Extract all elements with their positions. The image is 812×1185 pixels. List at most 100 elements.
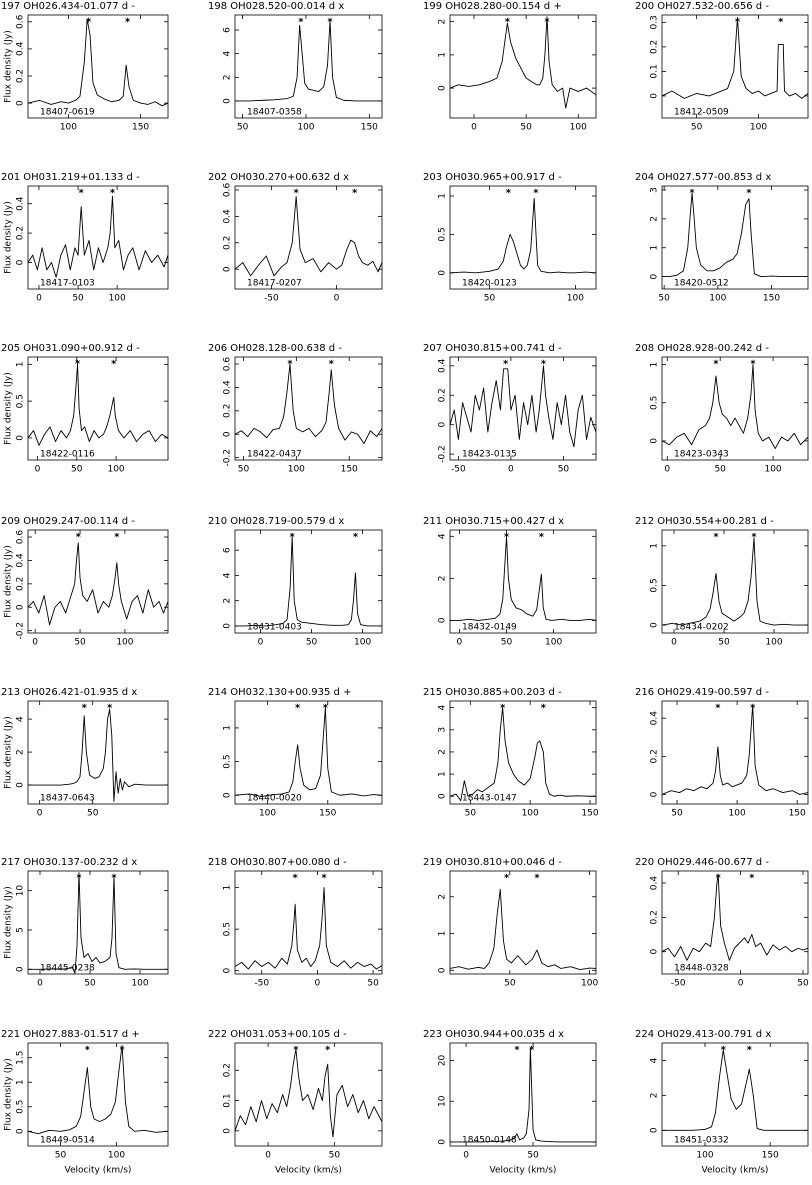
x-tick-label: 100 [765,638,782,648]
source-label: 18423-0343 [674,450,729,460]
y-tick-label: 0 [650,949,660,955]
source-label: 18432-0149 [462,623,517,633]
y-tick-label: 1 [223,885,233,891]
source-label: 18423-0135 [462,450,517,460]
x-tick-label: 100 [60,123,77,133]
y-axis-label: Flux density (Jy) [4,716,14,788]
plot-frame [27,1042,169,1147]
y-tick-label: 0.4 [650,711,660,726]
peak-marker [114,532,120,538]
y-tick-label: 20 [438,1055,448,1067]
panel: 212 OH030.554+00.281 d - 0 50 100 0 0.5 1 18434… [635,516,809,648]
plot-frame [661,356,809,461]
x-tick-label: 50 [84,979,96,989]
y-tick-label: 0 [223,792,233,798]
x-tick-label: 0 [671,638,677,648]
peak-marker [293,188,299,194]
peak-marker [500,703,506,709]
panel: 198 OH028.520-00.014 d x 50 100 150 0 2 4 6 1840… [208,1,383,133]
y-tick-label: 6 [223,27,233,33]
panel-title: 217 OH030.137-00.232 d x [1,857,137,868]
spectrum-line [662,364,808,450]
x-tick-label: 50 [714,465,726,475]
y-tick-label: 0.4 [16,553,26,568]
source-label: 18407-0619 [40,108,95,118]
y-tick-label: 1 [438,931,448,937]
source-label: 18440-0020 [247,794,302,804]
source-label: 18450-0148 [462,1136,517,1146]
peak-marker [529,1045,535,1051]
y-tick-label: 0.5 [223,922,233,936]
x-tick-label: -50 [254,979,269,989]
x-tick-label: 50 [671,809,683,819]
peak-marker [778,17,784,23]
spectrum-line [662,873,808,961]
peak-marker [295,703,301,709]
spectrum-line [28,18,168,107]
y-tick-label: 5 [16,927,26,933]
y-tick-label: 0.6 [16,14,26,29]
panel-title: 214 OH032.130+00.935 d + [208,687,351,698]
panel: 208 OH028.928-00.242 d - 0 50 100 0 0.5 1 18423… [635,343,809,475]
x-tick-label: 150 [319,809,336,819]
x-tick-label: 0 [738,979,744,989]
x-axis-label: Velocity (km/s) [65,1166,132,1176]
y-tick-label: 0 [223,431,233,437]
source-label: 18422-0437 [247,450,302,460]
plot-frame [661,529,809,634]
peak-marker [111,359,117,365]
spectrum-line [28,542,168,626]
y-tick-label: 1 [223,725,233,731]
y-tick-label: 0.5 [650,578,660,592]
peak-marker [504,17,510,23]
peak-marker [352,188,358,194]
x-tick-label: 0 [36,294,42,304]
x-tick-label: 100 [764,465,781,475]
y-tick-label: 0 [16,782,26,788]
peak-marker [541,359,546,365]
panel-title: 207 OH030.815+00.741 d - [423,343,562,354]
x-axis-label: Velocity (km/s) [490,1166,557,1176]
panel-title: 220 OH029.446-00.677 d - [635,857,769,868]
y-tick-label: 0.4 [650,876,660,891]
peak-marker [287,359,293,365]
panel: 200 OH027.532-00.656 d - 50 100 0 0.1 0.2 0.3 1… [635,1,809,133]
peak-marker [540,703,546,709]
plot-frame [27,529,169,634]
y-tick-label: 2 [438,894,448,900]
peak-marker [119,1045,125,1051]
x-tick-label: 0 [32,638,38,648]
x-tick-label: 100 [570,123,587,133]
y-tick-label: 0 [650,1127,660,1133]
plot-frame [661,870,809,975]
plot-frame [661,700,809,805]
peak-marker [289,532,295,538]
y-tick-label: 3 [438,727,448,733]
panel-title: 213 OH026.421-01.935 d x [1,687,137,698]
spectrum-line [662,192,808,278]
x-tick-label: 50 [238,465,250,475]
y-tick-label: 0.4 [223,209,233,224]
x-tick-label: 150 [341,465,358,475]
panel-title: 215 OH030.885+00.203 d - [423,687,562,698]
y-tick-label: 0 [438,617,448,623]
panel-title: 218 OH030.807+00.080 d - [208,857,347,868]
x-tick-label: 0 [315,979,321,989]
peak-marker [328,359,334,365]
peak-marker [713,359,719,365]
spectrum-line [450,365,596,448]
x-tick-label: 50 [306,638,318,648]
panel: 205 OH031.090+00.912 d - 0 50 100 0 0.5 1Flux … [1,343,169,475]
spectrum-line [235,535,382,627]
peak-marker [534,873,540,879]
y-tick-label: 0.5 [223,754,233,768]
spectrum-line [450,888,596,971]
y-tick-label: 6 [223,547,233,553]
x-tick-label: 100 [107,465,124,475]
panel: 210 OH028.719-00.579 d x 0 50 100 0 2 4 6 18431-… [208,516,383,648]
y-tick-label: 0 [438,422,448,428]
peak-marker [715,703,721,709]
y-tick-label: 1 [438,771,448,777]
y-axis-label: Flux density (Jy) [4,372,14,444]
spectrum-line [450,707,596,802]
